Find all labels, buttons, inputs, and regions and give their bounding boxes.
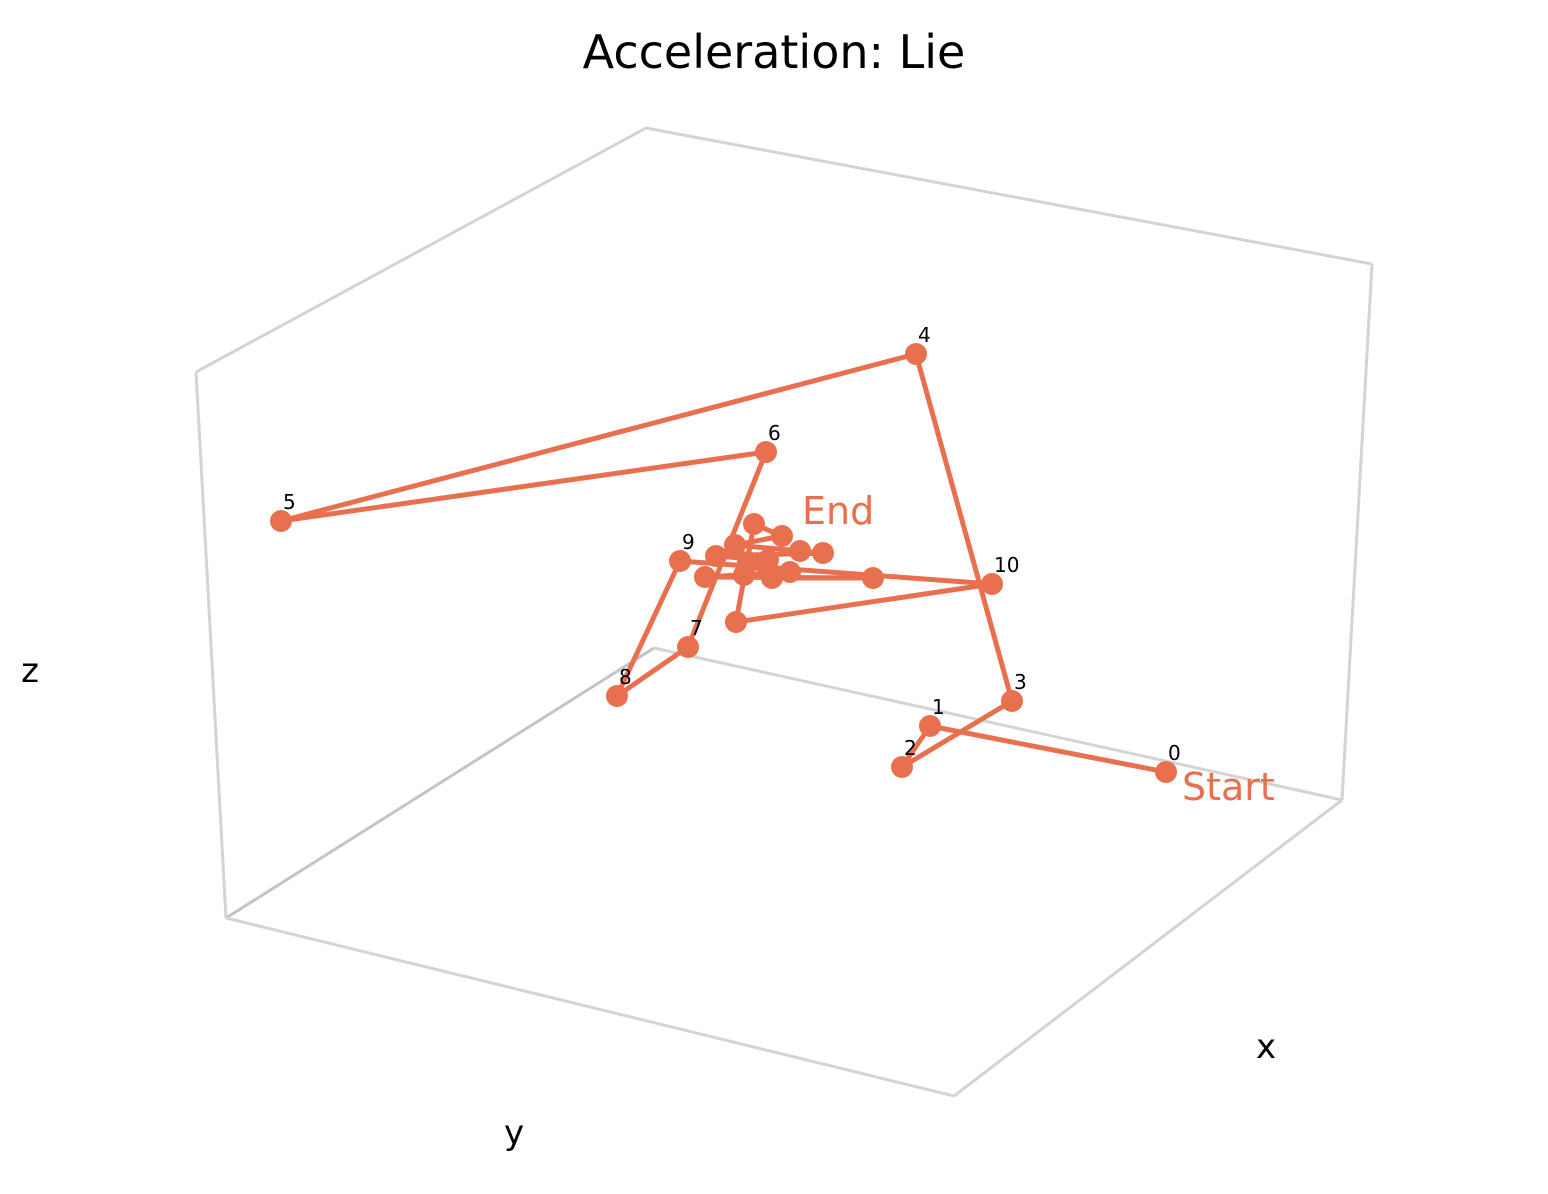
trajectory-point-18 (757, 549, 779, 571)
trajectory-point-1 (919, 715, 941, 737)
trajectory-point-12 (743, 513, 765, 535)
trajectory-series (270, 343, 1177, 783)
trajectory-point-11 (725, 611, 747, 633)
right-vertical-edge (1340, 263, 1374, 801)
point-label-9: 9 (682, 530, 695, 554)
point-label-0: 0 (1168, 741, 1181, 765)
trajectory-point-10 (981, 573, 1003, 595)
start-annotation: Start (1182, 765, 1275, 809)
trajectory-point-0 (1155, 761, 1177, 783)
floor-front-right-edge (953, 798, 1343, 1098)
point-label-7: 7 (690, 616, 703, 640)
point-label-8: 8 (619, 665, 632, 689)
trajectory-point-20 (779, 561, 801, 583)
y-axis-label: y (504, 1113, 524, 1153)
floor-front-left-edge (225, 916, 955, 1098)
end-annotation: End (802, 489, 874, 533)
axes-box (194, 126, 1374, 1098)
z-axis-label: z (21, 651, 39, 691)
trajectory-point-3 (1001, 690, 1023, 712)
trajectory-point-22 (862, 567, 884, 589)
trajectory-point-4 (905, 343, 927, 365)
point-label-5: 5 (283, 490, 296, 514)
point-labels: 0 12 3 4 5 6 7 8 9 10 (283, 323, 1181, 765)
trajectory-point-7 (677, 636, 699, 658)
floor-back-left-edge (225, 646, 655, 920)
chart-title: Acceleration: Lie (583, 25, 966, 79)
floor-back-right-edge (653, 646, 1343, 802)
trajectory-point-2 (891, 756, 913, 778)
trajectory-point-23 (761, 567, 783, 589)
point-label-4: 4 (918, 323, 931, 347)
trajectory-point-21 (694, 566, 716, 588)
trajectory-point-17 (705, 545, 727, 567)
point-label-3: 3 (1014, 670, 1027, 694)
trajectory-point-8 (606, 685, 628, 707)
point-label-6: 6 (768, 421, 781, 445)
trajectory-point-6 (755, 441, 777, 463)
trajectory-point-24 (737, 551, 759, 573)
trajectory-point-14 (724, 534, 746, 556)
trajectory-point-13 (771, 525, 793, 547)
point-label-10: 10 (994, 553, 1019, 577)
back-pane-left-edge (195, 126, 1373, 374)
point-label-1: 1 (932, 695, 945, 719)
x-axis-label: x (1256, 1027, 1276, 1067)
trajectory-point-15 (789, 540, 811, 562)
trajectory-point-16 (812, 542, 834, 564)
point-label-2: 2 (904, 736, 917, 760)
trajectory-point-9 (669, 550, 691, 572)
trajectory-point-5 (270, 510, 292, 532)
left-vertical-edge (194, 371, 228, 919)
